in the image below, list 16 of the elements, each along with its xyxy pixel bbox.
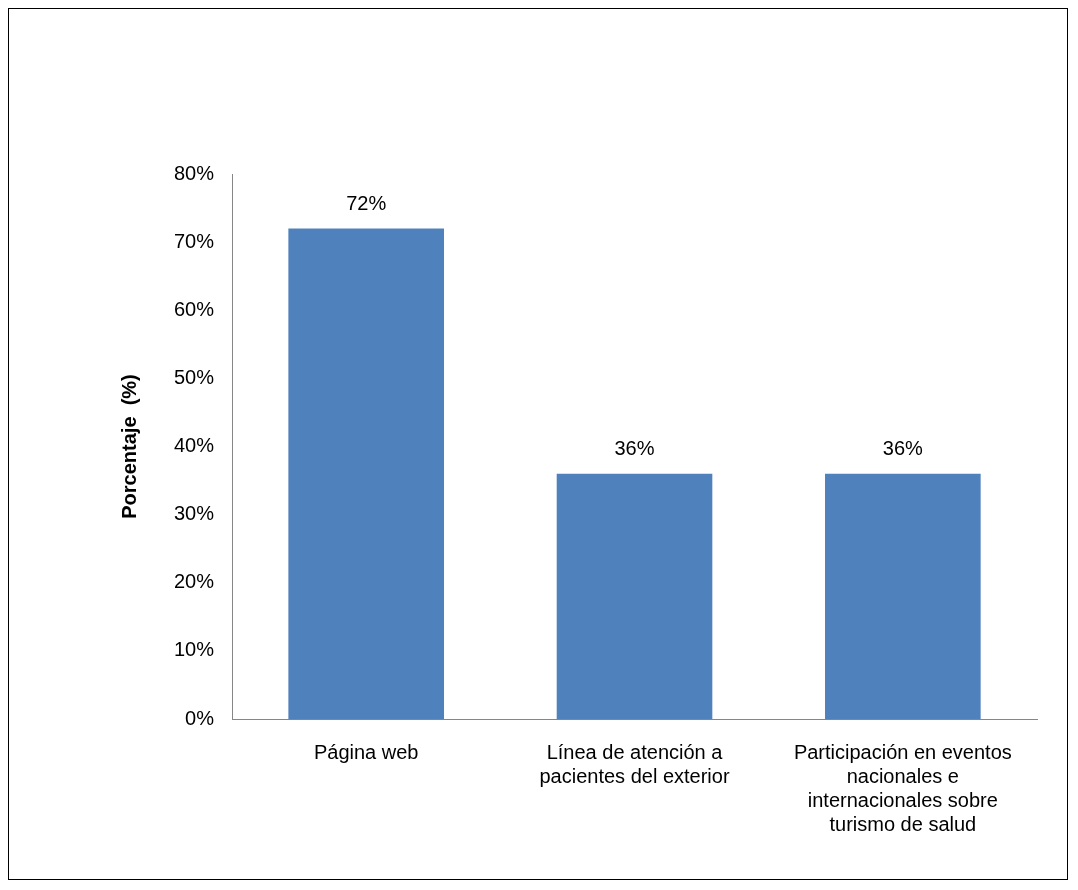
x-tick-label: Participación en eventos nacionales e internacionales sobre turismo de salud	[793, 740, 1012, 835]
y-tick-label: 60%	[174, 297, 215, 320]
y-tick-label: 20%	[174, 570, 215, 593]
y-tick-label: 80%	[174, 161, 215, 184]
x-tick-label: Página web	[313, 740, 419, 763]
y-tick-label: 50%	[174, 365, 215, 388]
data-label: 36%	[614, 437, 655, 460]
data-label: 36%	[882, 437, 924, 460]
data-label: 72%	[346, 192, 387, 215]
y-tick-label: 40%	[174, 434, 215, 457]
y-axis-title: Porcentaje (%)	[117, 374, 140, 519]
x-tick-label: Línea de atención a pacientes del exterior	[539, 740, 730, 787]
y-tick-label: 0%	[185, 706, 215, 729]
y-tick-label: 30%	[174, 502, 215, 525]
y-tick-label: 70%	[174, 229, 215, 252]
y-tick-label: 10%	[174, 638, 215, 661]
